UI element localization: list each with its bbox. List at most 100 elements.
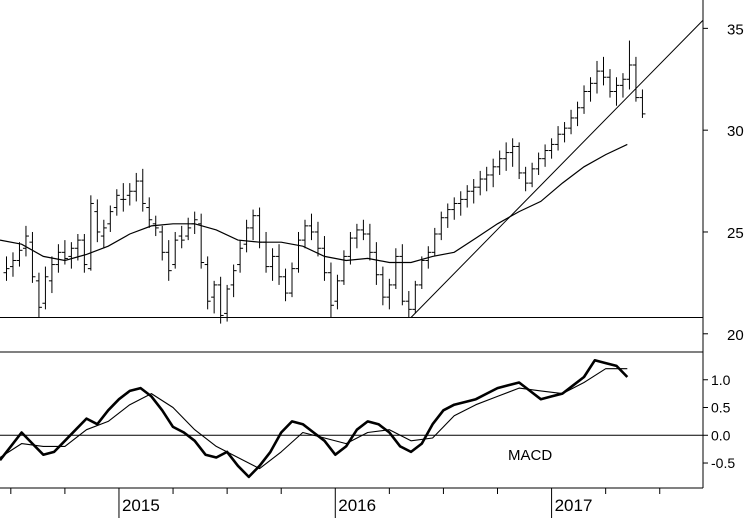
ohlc-bar [438, 211, 445, 241]
ohlc-bar [425, 246, 432, 269]
ohlc-bar [418, 256, 425, 289]
ohlc-bar [470, 179, 477, 204]
ohlc-bar [587, 77, 594, 102]
ohlc-bar [392, 248, 399, 289]
ohlc-bar [146, 197, 153, 228]
ohlc-bar [42, 266, 49, 310]
ohlc-bar [366, 223, 373, 261]
ohlc-bar [457, 191, 464, 216]
ohlc-bar [399, 244, 406, 306]
ohlc-bar [600, 56, 607, 86]
ohlc-bar [113, 189, 120, 216]
ohlc-bar [61, 240, 68, 265]
ohlc-bar [347, 231, 354, 265]
ohlc-bar [561, 122, 568, 143]
ohlc-bar [496, 150, 503, 175]
ohlc-bar [373, 242, 380, 285]
trend-line [410, 19, 704, 318]
ohlc-bar [606, 69, 613, 98]
ohlc-bar [230, 264, 237, 298]
ohlc-bar [548, 138, 555, 159]
ohlc-bar [263, 231, 270, 273]
ohlc-bar [29, 231, 36, 283]
ohlc-bar [568, 109, 575, 135]
ohlc-bar [276, 244, 283, 285]
ohlc-bar [308, 213, 315, 241]
ohlc-bar [159, 225, 166, 261]
ohlc-bar [405, 291, 412, 318]
ohlc-bar [68, 242, 75, 269]
ohlc-bar [178, 225, 185, 249]
ohlc-bar [314, 221, 321, 257]
ohlc-bar [269, 248, 276, 281]
ohlc-bar [353, 223, 360, 249]
ohlc-bar [152, 215, 159, 237]
ohlc-bar [483, 166, 490, 192]
x-tick-label: 2017 [555, 496, 593, 515]
ohlc-bar [327, 262, 334, 318]
ohlc-bar [639, 89, 646, 118]
ohlc-bar [412, 280, 419, 314]
ohlc-bar [464, 185, 471, 208]
price-y-tick-label: 20 [727, 327, 744, 344]
ohlc-bar [55, 244, 62, 273]
ohlc-bar [87, 195, 94, 271]
macd-y-tick-label: 1.0 [711, 372, 731, 388]
ohlc-bar [360, 219, 367, 241]
ohlc-bar [165, 240, 172, 281]
ohlc-bar [542, 144, 549, 167]
ohlc-bar [295, 231, 302, 273]
ohlc-bar [237, 240, 244, 273]
ohlc-bar [9, 252, 16, 277]
ohlc-bar [444, 203, 451, 228]
moving-average-line [0, 143, 628, 264]
ohlc-bar [613, 77, 620, 106]
ohlc-bar [574, 101, 581, 127]
ohlc-bar [535, 152, 542, 175]
ohlc-bar [204, 256, 211, 310]
ohlc-bar [581, 85, 588, 114]
ohlc-bar [626, 40, 633, 90]
ohlc-bar [16, 242, 23, 267]
ohlc-bar [503, 142, 510, 171]
ohlc-bar [3, 256, 10, 281]
ohlc-bar [81, 234, 88, 273]
ohlc-bar [22, 225, 29, 257]
x-tick-label: 2015 [122, 496, 160, 515]
ohlc-bar [224, 284, 231, 322]
ohlc-bar [451, 197, 458, 220]
ohlc-bar [211, 280, 218, 314]
price-y-tick-label: 35 [727, 21, 744, 38]
ohlc-bar [100, 219, 107, 249]
macd-y-tick-label: -0.5 [711, 455, 735, 471]
ohlc-bar [217, 276, 224, 324]
ohlc-bar [632, 56, 639, 102]
ohlc-bar [172, 231, 179, 269]
ohlc-bar [126, 183, 133, 206]
ohlc-bar [386, 278, 393, 310]
ohlc-bar [379, 266, 386, 306]
ohlc-bar [522, 166, 529, 192]
price-panel [0, 19, 704, 324]
ohlc-bar [139, 168, 146, 212]
ohlc-bar [185, 217, 192, 241]
macd-panel [0, 358, 703, 479]
ohlc-bar [35, 272, 42, 318]
price-y-tick-label: 25 [727, 225, 744, 242]
ohlc-bar [340, 250, 347, 285]
ohlc-bar [120, 183, 127, 212]
ohlc-bar [289, 262, 296, 298]
ohlc-bar [250, 209, 257, 241]
macd-annotation: MACD [508, 447, 552, 464]
ohlc-bar [256, 207, 263, 249]
ohlc-bar [334, 274, 341, 310]
ohlc-bar [619, 73, 626, 98]
macd-y-tick-label: 0.0 [711, 427, 731, 443]
ohlc-bar [48, 256, 55, 294]
ohlc-bar [490, 158, 497, 188]
ohlc-bar [191, 211, 198, 235]
ohlc-bar [282, 268, 289, 302]
